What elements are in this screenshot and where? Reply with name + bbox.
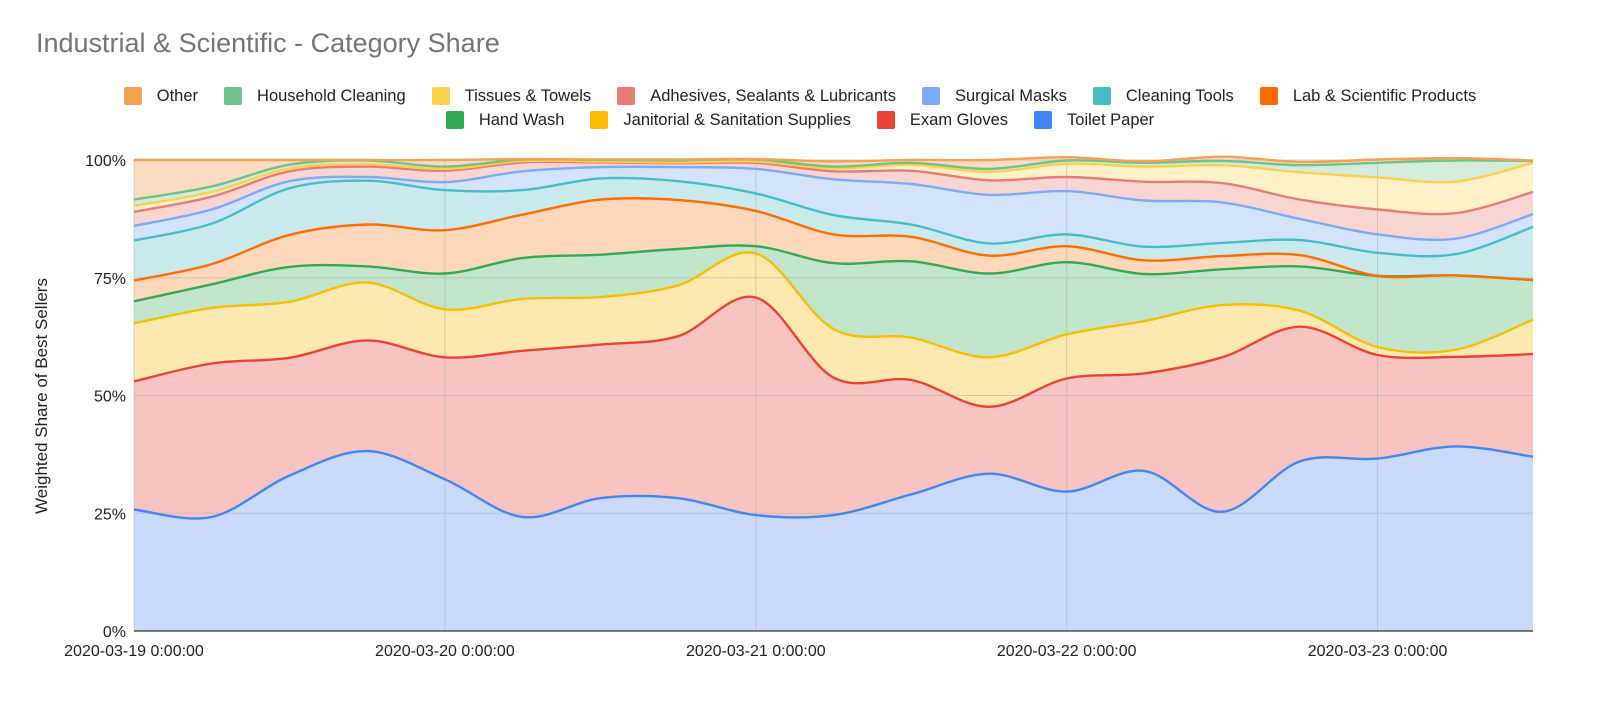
y-tick-label: 75% bbox=[94, 271, 126, 288]
legend-swatch bbox=[590, 111, 609, 129]
legend-label: Janitorial & Sanitation Supplies bbox=[623, 110, 851, 129]
legend-label: Lab & Scientific Products bbox=[1292, 86, 1477, 105]
legend-item-tissues-and-towels: Tissues & Towels bbox=[431, 86, 592, 106]
y-axis-label: Weighted Share of Best Sellers bbox=[32, 278, 51, 514]
x-tick-label: 2020-03-19 0:00:00 bbox=[64, 643, 204, 660]
legend-swatch bbox=[224, 87, 243, 105]
legend-item-household-cleaning: Household Cleaning bbox=[224, 87, 406, 106]
line-surgical-masks bbox=[133, 165, 1534, 242]
area-exam-gloves bbox=[134, 296, 1533, 519]
x-tick-label: 2020-03-22 0:00:00 bbox=[997, 643, 1137, 660]
legend-swatch bbox=[445, 111, 464, 129]
legend-label: Other bbox=[156, 86, 199, 105]
line-lab-and-scientific-products bbox=[133, 196, 1534, 282]
legend-item-hand-wash: Hand Wash bbox=[445, 110, 565, 130]
legend-label: Household Cleaning bbox=[257, 86, 406, 105]
line-cleaning-tools bbox=[133, 176, 1534, 258]
legend-row: Other Household Cleaning Tissues & Towels A… bbox=[0, 84, 1600, 108]
legend-item-lab-and-scientific-products: Lab & Scientific Products bbox=[1259, 86, 1477, 106]
legend-row: Hand Wash Janitorial & Sanitation Supplie… bbox=[0, 108, 1600, 132]
legend-item-exam-gloves: Exam Gloves bbox=[876, 110, 1009, 130]
legend-swatch bbox=[1092, 87, 1111, 105]
y-tick-label: 25% bbox=[94, 506, 126, 523]
x-tick-label: 2020-03-20 0:00:00 bbox=[375, 643, 515, 660]
line-toilet-paper bbox=[133, 445, 1534, 520]
y-tick-label: 50% bbox=[94, 389, 126, 406]
legend-item-adhesives-sealants-and-lubricants: Adhesives, Sealants & Lubricants bbox=[617, 87, 896, 106]
line-janitorial-and-sanitation-supplies bbox=[133, 251, 1534, 359]
legend-swatch bbox=[1034, 111, 1053, 129]
legend-item-surgical-masks: Surgical Masks bbox=[922, 87, 1067, 106]
x-tick-label: 2020-03-23 0:00:00 bbox=[1308, 643, 1448, 660]
line-tissues-and-towels bbox=[133, 159, 1534, 207]
line-hand-wash bbox=[133, 244, 1534, 303]
area-cleaning-tools bbox=[134, 177, 1533, 281]
legend-swatch bbox=[431, 87, 450, 105]
legend-item-cleaning-tools: Cleaning Tools bbox=[1092, 86, 1234, 106]
legend-swatch bbox=[617, 87, 636, 105]
line-adhesives-sealants-and-lubricants bbox=[133, 160, 1534, 216]
legend-swatch bbox=[1259, 87, 1278, 105]
y-tick-label: 100% bbox=[85, 153, 126, 170]
legend-item-toilet-paper: Toilet Paper bbox=[1034, 111, 1154, 130]
legend-label: Cleaning Tools bbox=[1125, 86, 1234, 105]
area-surgical-masks bbox=[134, 166, 1533, 257]
chart-title: Industrial & Scientific - Category Share bbox=[36, 28, 500, 58]
legend-item-janitorial-and-sanitation-supplies: Janitorial & Sanitation Supplies bbox=[590, 110, 851, 130]
legend-swatch bbox=[876, 111, 895, 129]
legend-label: Hand Wash bbox=[478, 110, 565, 129]
y-tick-label: 0% bbox=[103, 624, 126, 641]
line-exam-gloves bbox=[133, 295, 1534, 409]
legend: Other Household Cleaning Tissues & Towels A… bbox=[0, 84, 1600, 132]
legend-swatch bbox=[123, 87, 142, 105]
legend-label: Surgical Masks bbox=[955, 86, 1067, 105]
legend-label: Tissues & Towels bbox=[464, 86, 592, 105]
area-adhesives-sealants-and-lubricants bbox=[134, 161, 1533, 240]
legend-label: Adhesives, Sealants & Lubricants bbox=[650, 86, 896, 105]
x-tick-label: 2020-03-21 0:00:00 bbox=[686, 643, 826, 660]
line-other bbox=[133, 155, 1534, 164]
legend-label: Toilet Paper bbox=[1067, 110, 1155, 129]
legend-item-other: Other bbox=[123, 86, 199, 106]
legend-swatch bbox=[922, 87, 940, 105]
legend-label: Exam Gloves bbox=[909, 110, 1009, 129]
area-tissues-and-towels bbox=[134, 160, 1533, 215]
area-toilet-paper bbox=[134, 446, 1533, 631]
